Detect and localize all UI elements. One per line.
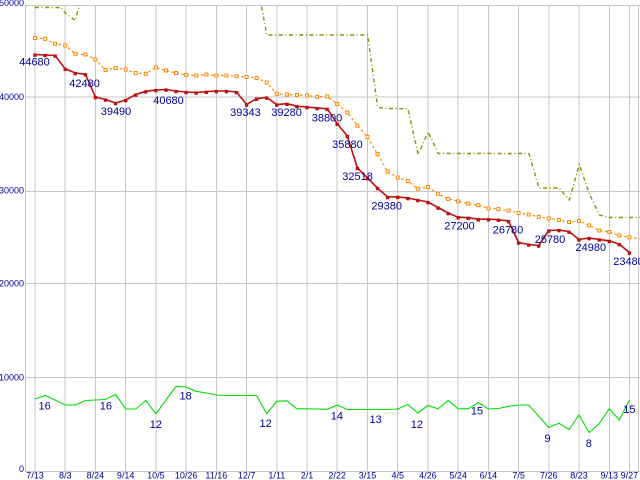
svg-text:11/16: 11/16 (205, 471, 227, 480)
svg-text:42480: 42480 (69, 78, 100, 90)
svg-text:1/11: 1/11 (268, 471, 285, 480)
svg-text:15: 15 (471, 405, 483, 417)
svg-text:38800: 38800 (312, 113, 343, 125)
svg-text:27200: 27200 (444, 221, 475, 233)
svg-text:6/14: 6/14 (480, 471, 498, 480)
svg-text:40680: 40680 (153, 95, 184, 107)
svg-text:18: 18 (179, 390, 191, 402)
svg-text:32518: 32518 (342, 171, 373, 183)
svg-text:16: 16 (38, 401, 50, 413)
svg-text:12/7: 12/7 (238, 471, 256, 480)
svg-text:9: 9 (544, 433, 550, 445)
svg-text:40000: 40000 (0, 92, 24, 102)
svg-text:10/5: 10/5 (147, 471, 165, 480)
svg-text:12: 12 (150, 419, 162, 431)
svg-text:8/3: 8/3 (59, 471, 72, 480)
svg-text:44680: 44680 (19, 57, 50, 69)
svg-text:16: 16 (100, 400, 112, 412)
svg-text:29380: 29380 (371, 201, 402, 213)
svg-text:9/27: 9/27 (621, 471, 639, 480)
svg-text:26780: 26780 (493, 224, 524, 236)
svg-text:3/15: 3/15 (359, 471, 377, 480)
svg-text:15: 15 (623, 404, 635, 416)
svg-text:0: 0 (19, 464, 24, 474)
svg-text:7/5: 7/5 (512, 471, 525, 480)
svg-text:39343: 39343 (230, 107, 261, 119)
svg-text:39280: 39280 (271, 107, 302, 119)
svg-text:9/13: 9/13 (601, 471, 619, 480)
svg-text:8/23: 8/23 (570, 471, 588, 480)
svg-text:24980: 24980 (576, 242, 607, 254)
svg-text:4/5: 4/5 (391, 471, 404, 480)
svg-text:2/22: 2/22 (328, 471, 346, 480)
svg-text:10000: 10000 (0, 373, 24, 383)
svg-text:13: 13 (369, 414, 381, 426)
svg-text:50000: 50000 (0, 0, 24, 8)
svg-text:4/26: 4/26 (419, 471, 437, 480)
svg-text:12: 12 (411, 419, 423, 431)
svg-text:5/24: 5/24 (449, 471, 467, 480)
svg-text:8: 8 (586, 438, 592, 450)
svg-text:30000: 30000 (0, 186, 24, 196)
svg-text:2/1: 2/1 (301, 471, 314, 480)
svg-text:7/26: 7/26 (540, 471, 558, 480)
svg-text:14: 14 (331, 410, 343, 422)
svg-text:39490: 39490 (101, 106, 132, 118)
svg-text:9/14: 9/14 (117, 471, 135, 480)
svg-text:12: 12 (259, 418, 271, 430)
svg-text:25780: 25780 (535, 234, 566, 246)
svg-text:20000: 20000 (0, 279, 24, 289)
svg-text:7/13: 7/13 (26, 471, 44, 480)
svg-text:35880: 35880 (332, 139, 363, 151)
svg-text:10/26: 10/26 (175, 471, 198, 480)
svg-text:23480: 23480 (613, 256, 640, 268)
svg-text:8/24: 8/24 (87, 471, 105, 480)
